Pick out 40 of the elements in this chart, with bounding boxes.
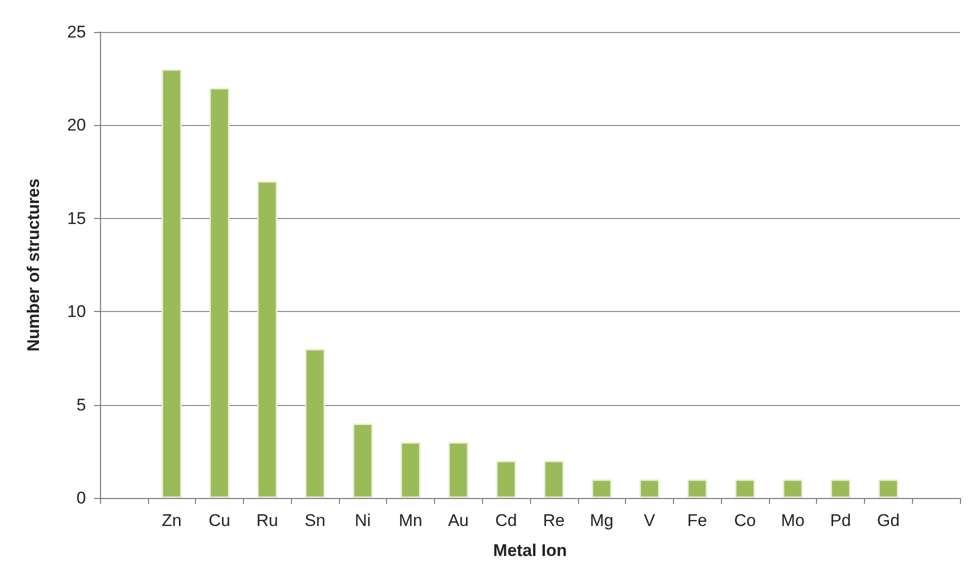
bar	[209, 88, 230, 498]
x-tick-label: Ru	[256, 511, 278, 530]
bar	[734, 479, 756, 498]
x-tick-label: Cd	[495, 511, 517, 530]
x-tick-label: Sn	[304, 511, 326, 530]
x-tick-label: Mn	[398, 511, 422, 530]
y-tick-label: 5	[76, 395, 86, 414]
y-tick-label: 0	[76, 488, 86, 508]
bar	[304, 348, 326, 498]
x-tick-label: Cu	[208, 511, 230, 530]
y-tick-label: 15	[67, 208, 86, 228]
x-tick-label: Fe	[687, 511, 708, 530]
bar	[162, 69, 182, 498]
bar	[830, 479, 851, 498]
bar	[257, 181, 278, 498]
bar	[782, 479, 803, 498]
y-tick-label: 10	[67, 302, 86, 322]
x-tick-label: Co	[734, 511, 756, 530]
bar	[352, 423, 373, 498]
bar	[592, 479, 612, 498]
x-tick-label: V	[644, 511, 656, 530]
bar	[448, 442, 468, 498]
x-tick-label: Mo	[780, 511, 805, 530]
y-axis-title: Number of structures	[24, 178, 43, 352]
bar	[878, 479, 898, 498]
bar	[687, 479, 708, 498]
x-tick-label: Ni	[354, 511, 371, 530]
x-tick-label: Pd	[830, 511, 851, 530]
bar	[544, 460, 564, 498]
x-tick-label: Mg	[590, 511, 614, 530]
bar	[639, 479, 660, 498]
bar	[400, 442, 421, 498]
x-tick-label: Au	[448, 511, 469, 530]
x-axis-title: Metal Ion	[493, 541, 567, 560]
x-tick-label: Gd	[876, 511, 900, 530]
y-tick-label: 20	[67, 116, 86, 135]
x-tick-label: Zn	[162, 511, 182, 530]
y-tick-label: 25	[67, 22, 86, 42]
x-tick-label: Re	[543, 511, 565, 530]
bar	[496, 460, 516, 498]
